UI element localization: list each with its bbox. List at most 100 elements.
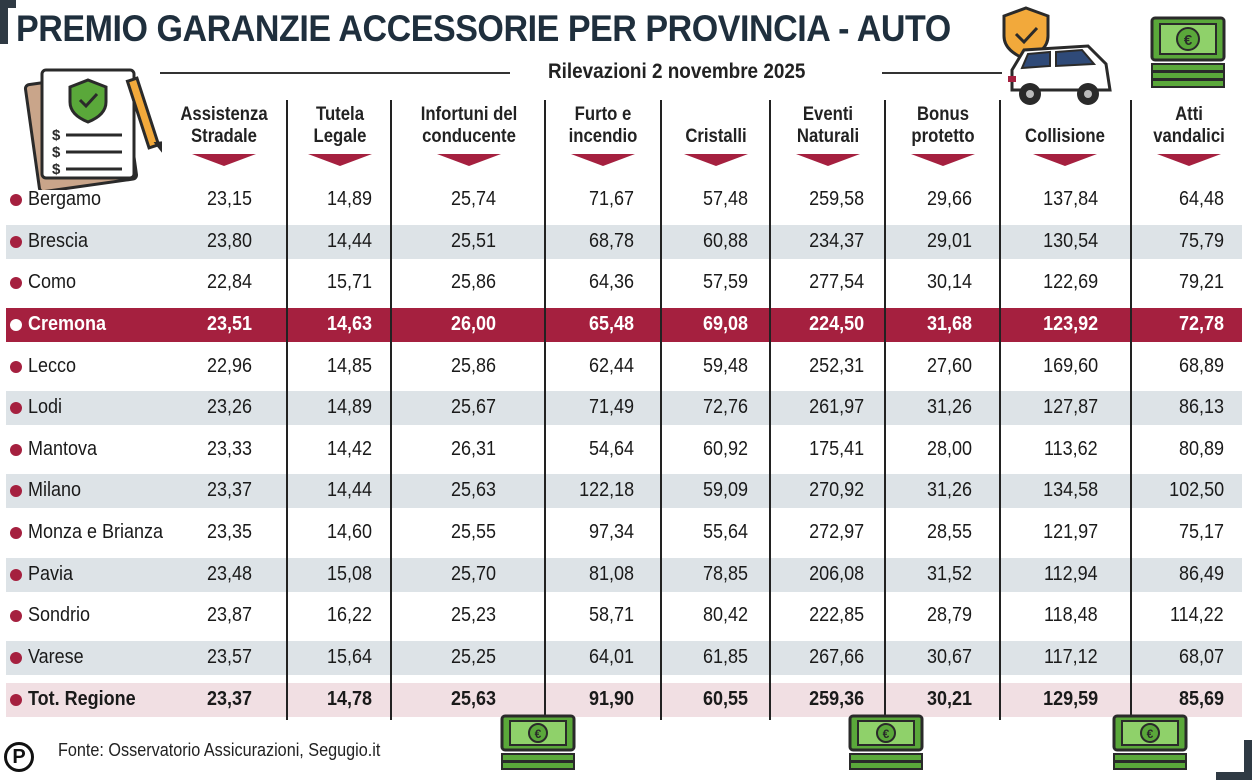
table-cell: 23,80: [206, 230, 252, 252]
table-cell: 14,63: [326, 313, 372, 335]
triangle-marker: [1157, 154, 1221, 166]
table-cell: 80,42: [702, 604, 748, 626]
table-cell: 75,79: [1178, 230, 1224, 252]
column-header: Eventi Naturali: [773, 104, 883, 166]
province-name: Mantova: [28, 438, 98, 460]
row-bullet: [10, 527, 22, 539]
table-cell: 60,92: [702, 438, 748, 460]
table-cell: 118,48: [1044, 604, 1098, 626]
table-cell: 68,89: [1178, 355, 1224, 377]
table-cell: 54,64: [588, 438, 634, 460]
table-cell: 81,08: [588, 563, 634, 585]
table-cell: 25,23: [450, 604, 496, 626]
table-cell: 75,17: [1178, 521, 1224, 543]
column-divider: [660, 100, 662, 720]
table-row: Como 22,84 15,71 25,86 64,36 57,59 277,5…: [6, 266, 1242, 300]
table-cell: 64,48: [1178, 188, 1224, 210]
table-cell: 23,57: [206, 646, 252, 668]
table-cell: 102,50: [1168, 479, 1224, 501]
table-cell: 31,52: [926, 563, 972, 585]
table-cell: 62,44: [588, 355, 634, 377]
column-divider: [769, 100, 771, 720]
table-cell: 58,71: [588, 604, 634, 626]
table-cell: 25,70: [450, 563, 496, 585]
province-name: Monza e Brianza: [28, 521, 164, 543]
table-cell: 72,78: [1178, 313, 1224, 335]
table-cell: 25,86: [450, 271, 496, 293]
table-cell: 57,59: [702, 271, 748, 293]
province-name: Brescia: [28, 230, 89, 252]
table-cell: 23,37: [206, 688, 252, 710]
triangle-marker: [192, 154, 256, 166]
table-row-total: Tot. Regione 23,37 14,78 25,63 91,90 60,…: [6, 683, 1242, 717]
row-bullet: [10, 194, 22, 206]
province-name: Milano: [28, 479, 82, 501]
table-row-highlighted: Cremona 23,51 14,63 26,00 65,48 69,08 22…: [6, 308, 1242, 342]
row-bullet: [10, 610, 22, 622]
table-cell: 23,15: [206, 188, 252, 210]
table-cell: 61,85: [702, 646, 748, 668]
table-cell: 134,58: [1042, 479, 1098, 501]
table-cell: 130,54: [1042, 230, 1098, 252]
table-cell: 23,87: [206, 604, 252, 626]
table-cell: 14,42: [326, 438, 372, 460]
table-cell: 28,00: [926, 438, 972, 460]
table-cell: 15,08: [326, 563, 372, 585]
table-cell: 64,01: [588, 646, 634, 668]
table-row: Monza e Brianza 23,35 14,60 25,55 97,34 …: [6, 516, 1242, 550]
table-cell: 25,63: [450, 479, 496, 501]
svg-text:$: $: [52, 144, 61, 161]
table-cell: 29,66: [926, 188, 972, 210]
table-cell: 79,21: [1178, 271, 1224, 293]
table-cell: 14,78: [326, 688, 372, 710]
row-bullet: [10, 485, 22, 497]
column-divider: [390, 100, 392, 720]
column-divider: [544, 100, 546, 720]
table-cell: 60,55: [702, 688, 748, 710]
svg-text:$: $: [52, 161, 61, 178]
euro-icon: [1140, 723, 1160, 743]
row-bullet: [10, 236, 22, 248]
table-cell: 25,55: [450, 521, 496, 543]
table-row: Bergamo 23,15 14,89 25,74 71,67 57,48 25…: [6, 183, 1242, 217]
table-cell: 272,97: [808, 521, 864, 543]
table-cell: 14,85: [326, 355, 372, 377]
column-header: Atti vandalici: [1134, 104, 1244, 166]
table-cell: 65,48: [588, 313, 634, 335]
column-label: Infortuni del conducente: [420, 104, 518, 147]
table-cell: 137,84: [1042, 188, 1098, 210]
svg-text:$: $: [52, 127, 61, 144]
table-cell: 224,50: [808, 313, 864, 335]
table-cell: 86,49: [1178, 563, 1224, 585]
table-cell: 23,48: [206, 563, 252, 585]
row-bullet: [10, 361, 22, 373]
table-cell: 175,41: [808, 438, 864, 460]
table-cell: 23,33: [206, 438, 252, 460]
table-row: Lecco 22,96 14,85 25,86 62,44 59,48 252,…: [6, 350, 1242, 384]
table-cell: 55,64: [702, 521, 748, 543]
table-cell: 60,88: [702, 230, 748, 252]
triangle-marker: [911, 154, 975, 166]
table-cell: 113,62: [1044, 438, 1098, 460]
table-cell: 25,63: [450, 688, 496, 710]
table-cell: 270,92: [808, 479, 864, 501]
table-cell: 23,35: [206, 521, 252, 543]
column-label: Collisione: [1025, 126, 1105, 147]
row-bullet: [10, 444, 22, 456]
column-header: Furto e incendio: [548, 104, 658, 166]
euro-icon: [1176, 27, 1200, 51]
table-cell: 28,55: [926, 521, 972, 543]
table-cell: 14,89: [326, 188, 372, 210]
table-cell: 14,89: [326, 396, 372, 418]
province-name: Tot. Regione: [28, 688, 136, 710]
province-name: Varese: [28, 646, 84, 668]
table-cell: 31,26: [926, 479, 972, 501]
province-name: Como: [28, 271, 77, 293]
row-bullet: [10, 652, 22, 664]
column-divider: [999, 100, 1001, 720]
table-cell: 129,59: [1042, 688, 1098, 710]
euro-icon: [876, 723, 896, 743]
table-cell: 267,66: [808, 646, 864, 668]
table-cell: 127,87: [1042, 396, 1098, 418]
corner-decoration: [1244, 740, 1252, 780]
